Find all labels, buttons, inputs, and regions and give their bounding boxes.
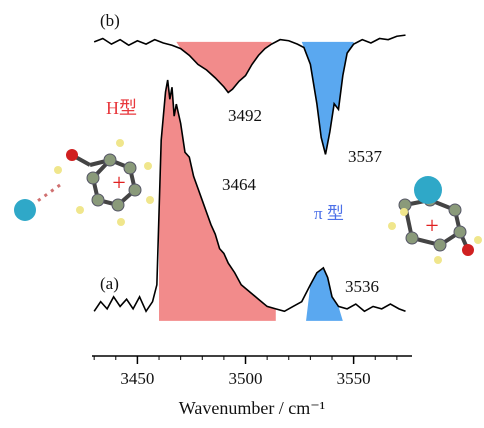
area-fill <box>176 42 271 93</box>
type-label: π 型 <box>314 204 344 223</box>
x-tick-label: 3550 <box>337 369 371 388</box>
panel-label: (a) <box>100 274 119 293</box>
type-label: H型 <box>106 98 137 118</box>
peak-label: 3464 <box>222 175 257 194</box>
x-tick-label: 3500 <box>229 369 263 388</box>
peak-label: 3492 <box>228 106 262 125</box>
panel-label: (b) <box>100 11 120 30</box>
icon: + <box>112 171 126 197</box>
peak-label: 3536 <box>345 277 379 296</box>
molecule-h: + <box>14 139 154 226</box>
x-tick-label: 3450 <box>120 369 154 388</box>
icon: + <box>425 214 439 240</box>
area-fill <box>306 268 343 321</box>
chart: (b) (a) H型 π 型 + + 3492 3537 3464 3536 3450 3… <box>0 0 484 428</box>
molecule-pi: + <box>388 176 482 264</box>
x-axis-label: Wavenumber / cm⁻¹ <box>179 398 325 418</box>
peak-label: 3537 <box>348 147 383 166</box>
